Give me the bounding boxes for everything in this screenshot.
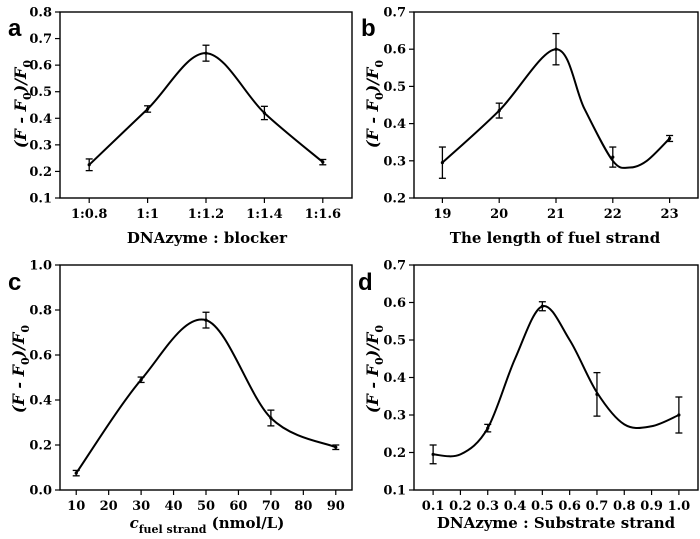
y-tick-label: 1.0 (29, 259, 52, 274)
x-tick-label: 0.6 (558, 499, 581, 514)
data-point (677, 413, 681, 417)
data-point (334, 445, 338, 449)
x-tick-label: 0.1 (422, 499, 445, 514)
y-tick-label: 0.2 (29, 165, 52, 180)
y-tick-label: 0.3 (383, 154, 406, 169)
chart-panel-b: b (F - F0)/F0 The length of fuel strand … (361, 6, 699, 247)
data-point (269, 416, 273, 420)
x-tick-label: 60 (229, 499, 247, 514)
x-axis-title: DNAzyme : blocker (127, 229, 288, 247)
panel-letter: b (361, 15, 376, 42)
y-tick-label: 0.5 (29, 85, 52, 100)
y-axis-title: (F - F0)/F0 (11, 60, 34, 149)
data-point (668, 136, 672, 141)
data-point (540, 304, 544, 308)
x-tick-label: 19 (433, 207, 451, 222)
y-tick-label: 0.4 (29, 394, 52, 409)
y-tick-label: 0.2 (383, 446, 406, 461)
x-axis-title: DNAzyme : Substrate strand (437, 514, 676, 532)
y-tick-label: 0.1 (383, 484, 406, 499)
data-point (321, 160, 325, 164)
data-point (204, 318, 208, 322)
series-line (441, 48, 671, 169)
data-point (554, 47, 558, 51)
x-tick-label: 20 (100, 499, 118, 514)
data-point (204, 51, 208, 55)
data-point (440, 161, 444, 165)
panel-letter: c (8, 269, 21, 296)
y-tick-label: 0.7 (383, 259, 406, 274)
y-tick-label: 0.6 (29, 59, 52, 74)
x-axis-title: The length of fuel strand (450, 229, 661, 247)
x-tick-label: 0.2 (449, 499, 472, 514)
y-tick-label: 0.2 (383, 192, 406, 207)
data-point (611, 155, 615, 159)
series-line (88, 52, 324, 166)
x-tick-label: 70 (262, 499, 280, 514)
x-tick-label: 0.9 (640, 499, 663, 514)
chart-panel-c: c (F - F0)/F0 cfuel strand (nmol/L) 0.0 0… (8, 259, 353, 536)
x-tick-label: 1:1.6 (305, 207, 341, 222)
data-point (87, 163, 91, 167)
x-tick-label: 40 (165, 499, 183, 514)
y-tick-label: 0.8 (29, 304, 52, 319)
x-tick-label: 0.5 (531, 499, 554, 514)
data-point (497, 108, 501, 113)
chart-panel-d: d (F - F0)/F0 DNAzyme : Substrate strand… (358, 259, 699, 532)
y-tick-label: 0.7 (383, 6, 406, 21)
y-tick-label: 0.4 (383, 371, 406, 386)
x-tick-label: 20 (490, 207, 508, 222)
x-tick-label: 23 (661, 207, 679, 222)
x-tick-label: 22 (604, 207, 622, 222)
y-tick-label: 0.3 (383, 409, 406, 424)
y-tick-label: 0.4 (383, 117, 406, 132)
x-tick-label: 0.8 (613, 499, 636, 514)
y-tick-label: 0.8 (29, 6, 52, 21)
x-tick-label: 1:1.4 (246, 207, 282, 222)
x-axis-title: cfuel strand (nmol/L) (130, 514, 285, 536)
plot-frame (59, 11, 353, 199)
x-tick-label: 0.7 (586, 499, 609, 514)
y-axis-title: (F - F0)/F0 (9, 325, 32, 414)
data-point (431, 452, 435, 456)
y-tick-label: 0.1 (29, 192, 52, 207)
y-tick-label: 0.5 (383, 334, 406, 349)
x-tick-label: 21 (547, 207, 565, 222)
x-tick-label: 1:1.2 (188, 207, 224, 222)
x-tick-label: 1:0.8 (71, 207, 107, 222)
data-point (139, 378, 143, 382)
plot-frame (59, 264, 353, 491)
y-tick-label: 0.7 (29, 32, 52, 47)
data-point (146, 107, 150, 111)
series-line (75, 318, 337, 474)
x-tick-label: 80 (294, 499, 312, 514)
panel-letter: a (8, 15, 22, 42)
data-point (74, 471, 78, 475)
x-tick-label: 0.3 (476, 499, 499, 514)
series-line (433, 305, 680, 458)
x-tick-label: 0.4 (504, 499, 527, 514)
y-tick-label: 0.5 (383, 80, 406, 95)
data-point (486, 426, 490, 430)
x-tick-label: 10 (67, 499, 85, 514)
x-tick-label: 1.0 (668, 499, 691, 514)
data-point (262, 111, 266, 115)
x-tick-label: 30 (132, 499, 150, 514)
data-point (595, 392, 599, 396)
y-tick-label: 0.2 (29, 439, 52, 454)
y-tick-label: 0.6 (383, 43, 406, 58)
y-tick-label: 0.6 (383, 296, 406, 311)
x-tick-label: 1:1 (136, 207, 159, 222)
panel-letter: d (358, 269, 373, 296)
y-tick-label: 0.4 (29, 112, 52, 127)
y-axis-title: (F - F0)/F0 (363, 60, 386, 149)
y-tick-label: 0.3 (29, 138, 52, 153)
y-axis-title: (F - F0)/F0 (363, 325, 386, 414)
x-tick-label: 50 (197, 499, 215, 514)
y-tick-label: 0.0 (29, 484, 52, 499)
chart-panel-a: a (F - F0)/F0 DNAzyme : blocker 0.1 0.2 0.… (8, 6, 353, 247)
x-tick-label: 90 (327, 499, 345, 514)
y-tick-label: 0.6 (29, 349, 52, 364)
